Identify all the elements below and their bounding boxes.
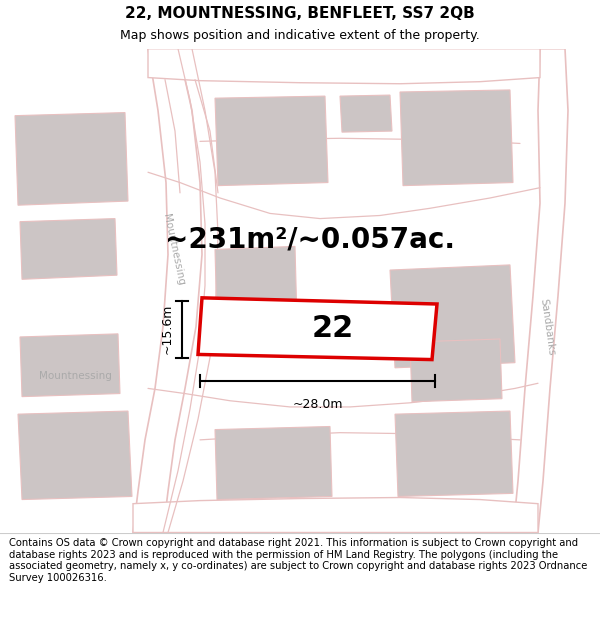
Polygon shape bbox=[390, 265, 515, 368]
Polygon shape bbox=[198, 298, 437, 359]
Text: ~28.0m: ~28.0m bbox=[292, 398, 343, 411]
Polygon shape bbox=[215, 426, 332, 499]
Polygon shape bbox=[133, 498, 538, 532]
Polygon shape bbox=[215, 96, 328, 186]
Text: ~231m²/~0.057ac.: ~231m²/~0.057ac. bbox=[165, 225, 455, 253]
Polygon shape bbox=[410, 339, 502, 402]
Polygon shape bbox=[395, 411, 513, 496]
Polygon shape bbox=[340, 95, 392, 132]
Polygon shape bbox=[20, 334, 120, 397]
Polygon shape bbox=[20, 219, 117, 279]
Polygon shape bbox=[148, 49, 540, 84]
Text: ~15.6m: ~15.6m bbox=[161, 304, 174, 354]
Polygon shape bbox=[215, 246, 297, 324]
Text: Mountnessing: Mountnessing bbox=[38, 371, 112, 381]
Text: 22, MOUNTNESSING, BENFLEET, SS7 2QB: 22, MOUNTNESSING, BENFLEET, SS7 2QB bbox=[125, 6, 475, 21]
Polygon shape bbox=[400, 90, 513, 186]
Text: Mountnessing: Mountnessing bbox=[161, 213, 185, 286]
Polygon shape bbox=[133, 49, 202, 532]
Text: Map shows position and indicative extent of the property.: Map shows position and indicative extent… bbox=[120, 29, 480, 42]
Polygon shape bbox=[513, 49, 568, 532]
Polygon shape bbox=[18, 411, 132, 499]
Text: 22: 22 bbox=[311, 314, 353, 344]
Polygon shape bbox=[15, 112, 128, 205]
Text: Sandbanks: Sandbanks bbox=[538, 298, 556, 356]
Text: Contains OS data © Crown copyright and database right 2021. This information is : Contains OS data © Crown copyright and d… bbox=[9, 538, 587, 583]
